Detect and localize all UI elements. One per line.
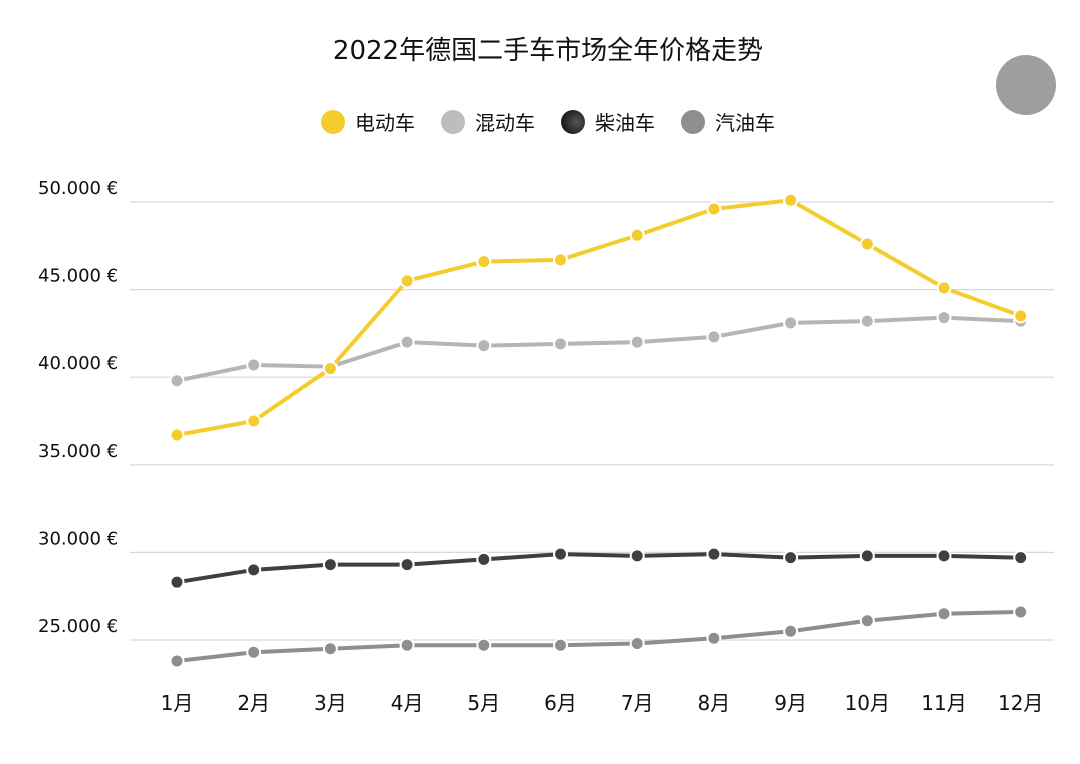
data-point xyxy=(1013,604,1029,620)
data-point xyxy=(246,562,262,578)
x-tick-label: 8月 xyxy=(698,691,731,715)
gray-circle-button[interactable] xyxy=(996,55,1056,115)
y-tick-label: 50.000 € xyxy=(38,178,118,199)
data-point xyxy=(246,413,262,429)
legend-label-hybrid: 混动车 xyxy=(475,111,535,135)
data-point xyxy=(399,637,415,653)
legend-dot-petrol xyxy=(681,109,705,134)
data-point xyxy=(783,315,799,331)
series-line-0 xyxy=(175,198,1023,438)
data-point xyxy=(706,630,722,646)
data-point xyxy=(476,254,492,270)
legend-dot-ev xyxy=(321,109,345,134)
data-point xyxy=(859,313,875,329)
data-point xyxy=(322,360,338,376)
x-tick-label: 4月 xyxy=(391,691,424,715)
y-tick-label: 30.000 € xyxy=(38,528,118,549)
data-point xyxy=(399,557,415,573)
x-tick-label: 10月 xyxy=(845,691,890,715)
y-tick-label: 45.000 € xyxy=(38,266,118,287)
y-tick-label: 25.000 € xyxy=(38,616,118,637)
data-point xyxy=(859,236,875,252)
data-point xyxy=(629,227,645,243)
data-point xyxy=(1013,308,1029,324)
legend-item-diesel[interactable]: 柴油车 xyxy=(561,107,655,136)
data-point xyxy=(629,334,645,350)
data-point xyxy=(859,548,875,564)
data-point xyxy=(169,653,185,669)
legend-item-petrol[interactable]: 汽油车 xyxy=(681,107,775,136)
data-point xyxy=(783,550,799,566)
data-point xyxy=(476,637,492,653)
data-point xyxy=(553,546,568,562)
x-tick-label: 11月 xyxy=(921,691,966,715)
data-point xyxy=(553,252,568,268)
data-point xyxy=(629,548,645,564)
data-point xyxy=(936,310,952,326)
data-point xyxy=(476,551,492,567)
x-tick-label: 5月 xyxy=(467,691,500,715)
legend-label-ev: 电动车 xyxy=(355,111,415,135)
x-tick-label: 1月 xyxy=(161,691,194,715)
chart-title: 2022年德国二手车市场全年价格走势 xyxy=(332,36,764,66)
legend-item-ev[interactable]: 电动车 xyxy=(321,107,415,136)
legend-label-petrol: 汽油车 xyxy=(715,111,775,135)
x-tick-label: 9月 xyxy=(774,691,807,715)
series-line-1 xyxy=(175,315,1023,383)
data-point xyxy=(783,623,799,639)
data-point xyxy=(706,201,722,217)
data-point xyxy=(322,557,338,573)
y-tick-label: 40.000 € xyxy=(38,353,118,374)
data-point xyxy=(399,273,415,289)
data-point xyxy=(629,636,645,652)
legend-dot-diesel xyxy=(561,109,585,134)
data-point xyxy=(246,644,262,660)
x-tick-label: 3月 xyxy=(314,691,347,715)
data-point xyxy=(246,357,262,373)
x-tick-label: 7月 xyxy=(621,691,654,715)
series-line-3 xyxy=(175,609,1023,664)
series-line-2 xyxy=(175,552,1023,585)
data-point xyxy=(859,613,875,629)
legend-label-diesel: 柴油车 xyxy=(595,111,655,135)
data-point xyxy=(169,373,185,389)
x-tick-label: 6月 xyxy=(544,691,577,715)
data-point xyxy=(553,637,568,653)
legend-dot-hybrid xyxy=(441,109,465,134)
legend-item-hybrid[interactable]: 混动车 xyxy=(441,107,535,136)
data-point xyxy=(706,329,722,345)
y-tick-label: 35.000 € xyxy=(38,441,118,462)
data-point xyxy=(936,548,952,564)
data-point xyxy=(1013,550,1029,566)
data-point xyxy=(936,606,952,622)
data-point xyxy=(783,192,799,208)
data-point xyxy=(169,574,185,590)
legend: 电动车 混动车 柴油车 汽油车 xyxy=(0,107,1080,136)
x-tick-label: 12月 xyxy=(998,691,1043,715)
data-point xyxy=(936,280,952,296)
data-point xyxy=(322,641,338,657)
data-point xyxy=(706,546,722,562)
data-point xyxy=(169,427,185,443)
data-point xyxy=(476,338,492,354)
data-point xyxy=(399,334,415,350)
x-tick-label: 2月 xyxy=(237,691,270,715)
data-point xyxy=(553,336,568,352)
